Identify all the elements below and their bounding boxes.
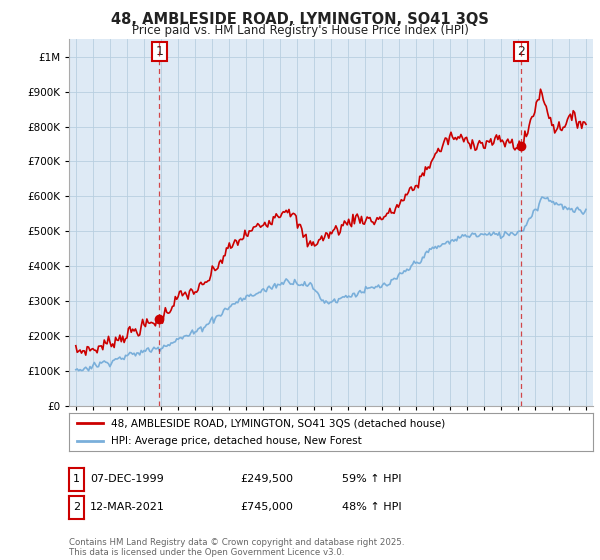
- Text: 07-DEC-1999: 07-DEC-1999: [90, 474, 164, 484]
- Text: 59% ↑ HPI: 59% ↑ HPI: [342, 474, 401, 484]
- Text: £249,500: £249,500: [240, 474, 293, 484]
- Text: Contains HM Land Registry data © Crown copyright and database right 2025.
This d: Contains HM Land Registry data © Crown c…: [69, 538, 404, 557]
- Text: Price paid vs. HM Land Registry's House Price Index (HPI): Price paid vs. HM Land Registry's House …: [131, 24, 469, 37]
- Text: 48, AMBLESIDE ROAD, LYMINGTON, SO41 3QS: 48, AMBLESIDE ROAD, LYMINGTON, SO41 3QS: [111, 12, 489, 27]
- Text: 1: 1: [155, 45, 163, 58]
- Text: 1: 1: [73, 474, 80, 484]
- Text: 2: 2: [517, 45, 526, 58]
- Text: £745,000: £745,000: [240, 502, 293, 512]
- Text: HPI: Average price, detached house, New Forest: HPI: Average price, detached house, New …: [111, 436, 362, 446]
- Text: 12-MAR-2021: 12-MAR-2021: [90, 502, 165, 512]
- Text: 48% ↑ HPI: 48% ↑ HPI: [342, 502, 401, 512]
- Text: 48, AMBLESIDE ROAD, LYMINGTON, SO41 3QS (detached house): 48, AMBLESIDE ROAD, LYMINGTON, SO41 3QS …: [111, 418, 445, 428]
- Text: 2: 2: [73, 502, 80, 512]
